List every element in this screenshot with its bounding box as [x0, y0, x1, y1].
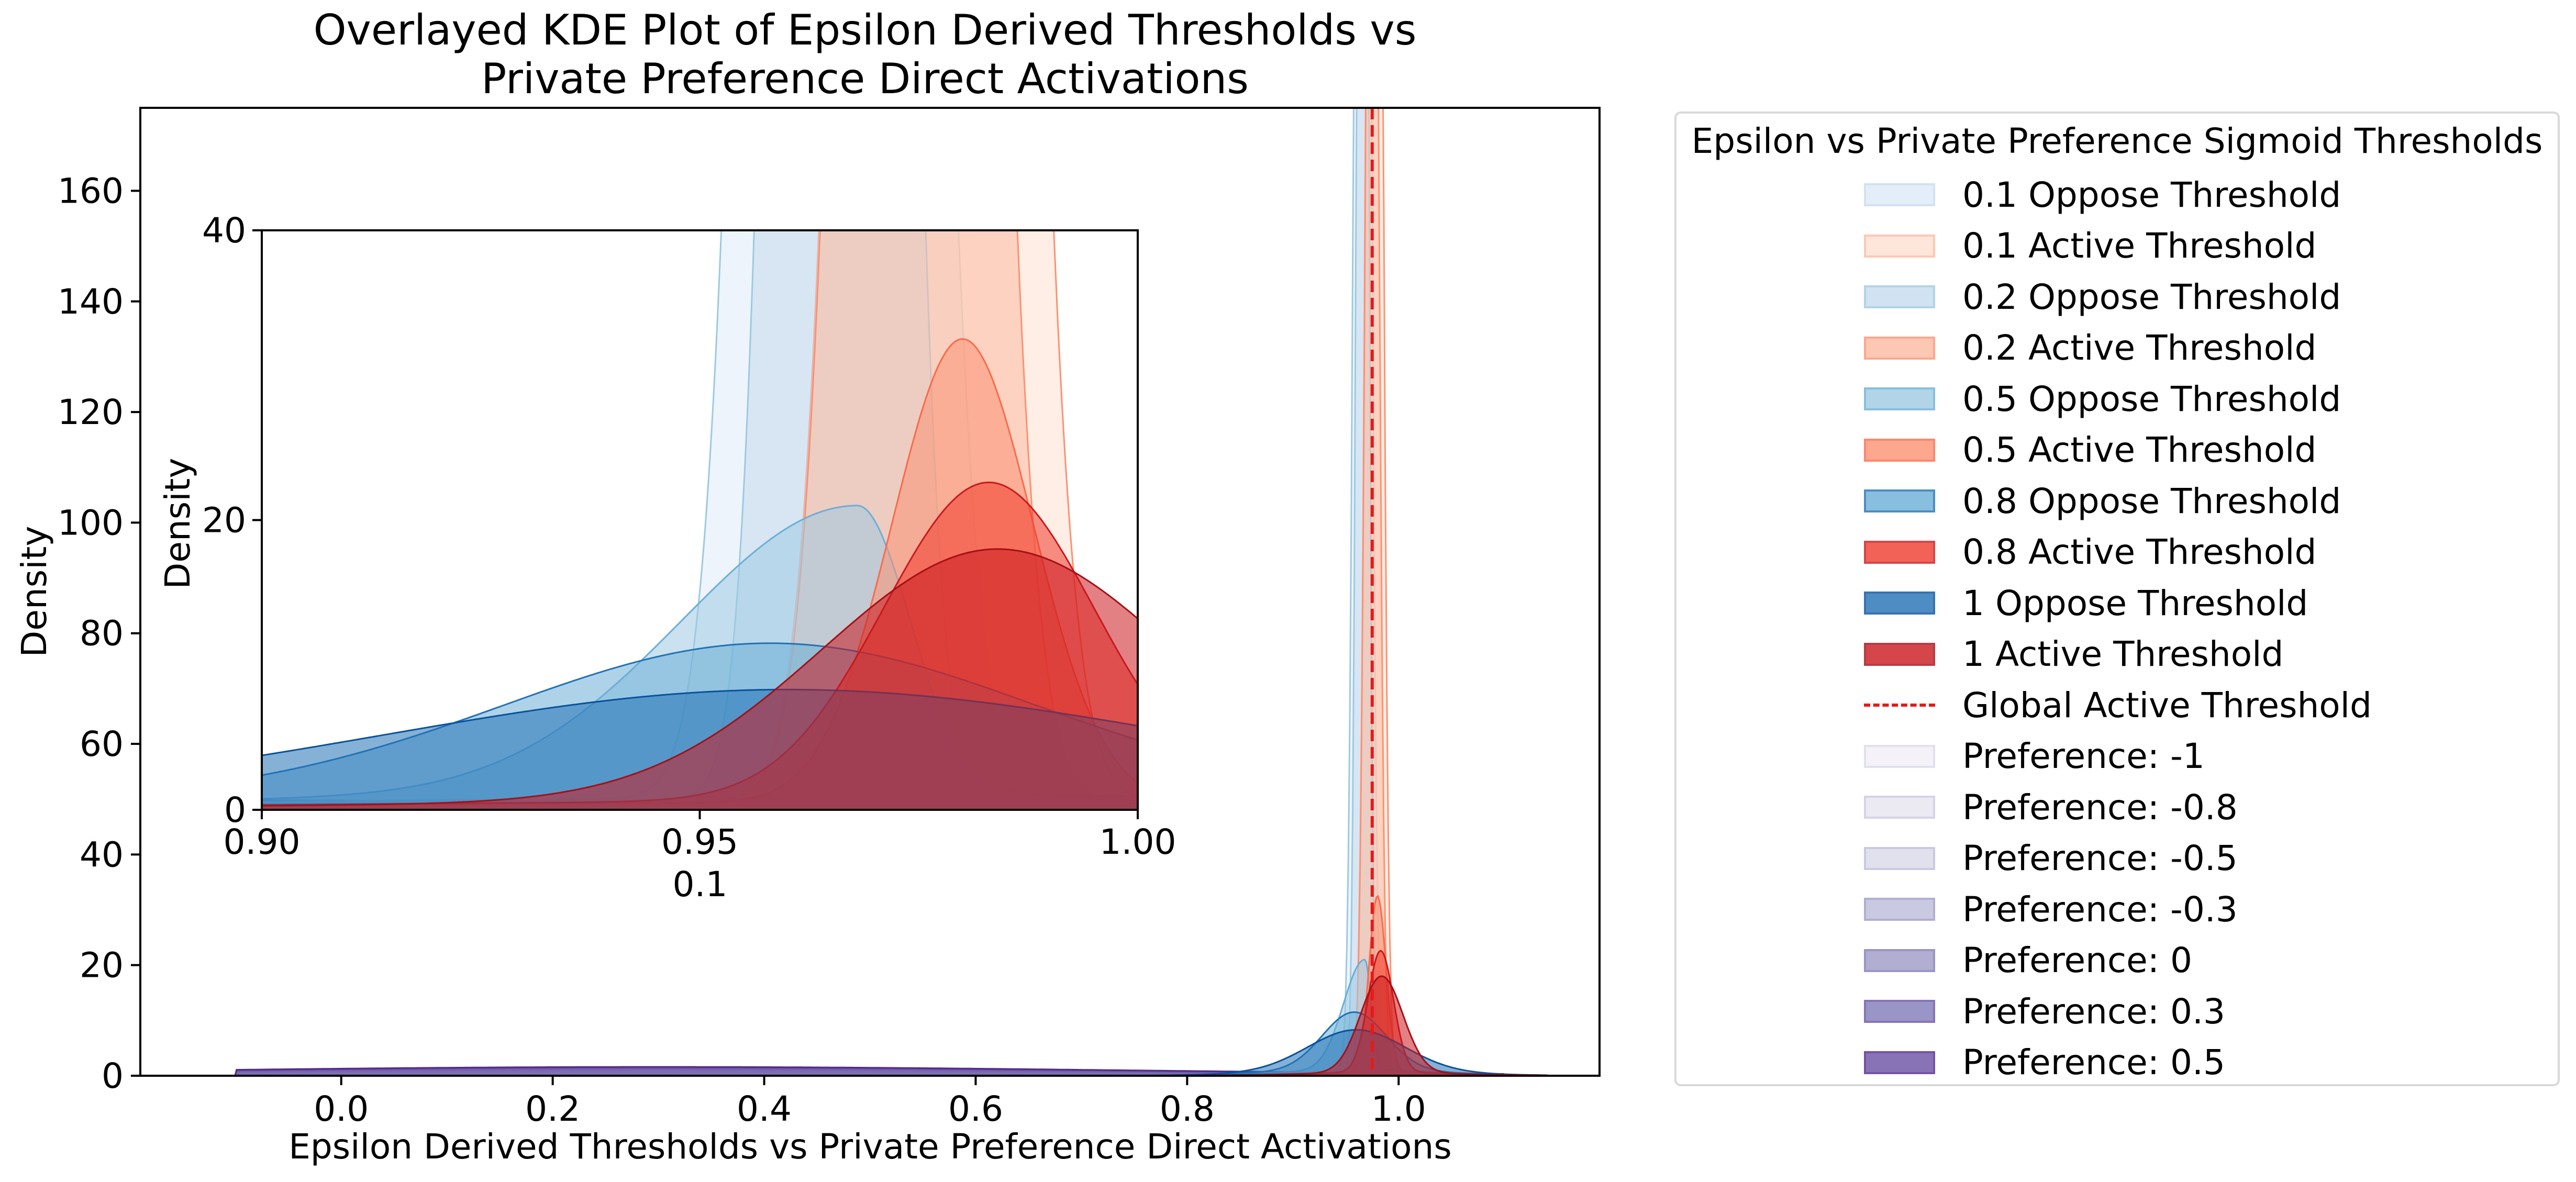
- legend-item: 0.5 Active Threshold: [1864, 427, 2316, 474]
- legend-item: Preference: -0.5: [1864, 835, 2238, 882]
- legend-label: Preference: 0.3: [1962, 991, 2225, 1032]
- y-tick-label: 100: [58, 503, 124, 543]
- legend-item: 1 Active Threshold: [1864, 631, 2283, 678]
- chart-title-line-1: Overlayed KDE Plot of Epsilon Derived Th…: [314, 6, 1417, 54]
- legend-color-swatch: [1864, 846, 1935, 870]
- legend-item: Preference: 0: [1864, 937, 2192, 984]
- legend-item: Preference: -0.3: [1864, 886, 2238, 933]
- y-tick-label: 120: [58, 392, 124, 432]
- legend-item: 0.1 Oppose Threshold: [1864, 171, 2341, 218]
- y-tick-label: 60: [80, 724, 124, 764]
- legend-item: 0.2 Oppose Threshold: [1864, 273, 2341, 320]
- chart-title-line-2: Private Preference Direct Activations: [481, 54, 1249, 103]
- legend-label: 0.2 Active Threshold: [1962, 328, 2317, 368]
- legend-label: Preference: 0: [1962, 940, 2192, 980]
- y-axis-label: Density: [14, 526, 54, 657]
- legend-label: Preference: -0.3: [1962, 889, 2238, 930]
- legend-color-swatch: [1864, 744, 1935, 768]
- legend-item: Preference: -0.8: [1864, 784, 2238, 831]
- legend-color-swatch: [1864, 1051, 1935, 1074]
- legend-label: 0.8 Oppose Threshold: [1962, 481, 2341, 521]
- legend-color-swatch: [1864, 183, 1935, 206]
- legend-color-swatch: [1864, 540, 1935, 564]
- legend-color-swatch: [1864, 1000, 1935, 1023]
- legend-label: Preference: -1: [1962, 736, 2205, 776]
- legend-color-swatch: [1864, 489, 1935, 512]
- legend-label: 0.1 Active Threshold: [1962, 226, 2317, 266]
- legend-color-swatch: [1864, 285, 1935, 308]
- legend-color-swatch: [1864, 336, 1935, 360]
- legend-item: 0.1 Active Threshold: [1864, 222, 2316, 270]
- y-tick-label: 140: [58, 282, 124, 322]
- kde-chart: Overlayed KDE Plot of Epsilon Derived Th…: [14, 6, 1601, 1167]
- inset-y-tick-label: 0: [224, 790, 246, 830]
- legend-label: 0.5 Oppose Threshold: [1962, 378, 2341, 419]
- inset-plot-area: 0.90 0.95 1.00 0 20 40: [202, 210, 1176, 862]
- y-tick-label: 160: [58, 171, 124, 211]
- legend-item: Preference: 0.3: [1864, 988, 2225, 1035]
- legend-label: 0.8 Active Threshold: [1962, 532, 2317, 572]
- inset-kde-area-1-active-threshold: [262, 548, 1138, 810]
- legend-item: 0.5 Oppose Threshold: [1864, 375, 2341, 422]
- x-tick-label: 0.0: [314, 1089, 369, 1129]
- legend-title: Epsilon vs Private Preference Sigmoid Th…: [1691, 121, 2543, 161]
- inset-y-tick-label: 40: [202, 210, 246, 251]
- legend-item: Preference: 0.5: [1864, 1039, 2225, 1086]
- legend-color-swatch: [1864, 642, 1935, 666]
- x-tick-label: 0.4: [737, 1089, 792, 1129]
- legend-item: Global Active Threshold: [1864, 682, 2372, 729]
- legend-label: 1 Active Threshold: [1962, 634, 2284, 674]
- legend-color-swatch: [1864, 234, 1935, 258]
- legend-color-swatch: [1864, 592, 1935, 615]
- legend-label: 0.1 Oppose Threshold: [1962, 174, 2341, 215]
- x-tick-label: 0.8: [1160, 1089, 1215, 1129]
- inset-x-tick-label: 1.00: [1100, 822, 1176, 862]
- legend-color-swatch: [1864, 796, 1935, 819]
- kde-area-1-active-threshold: [214, 975, 1548, 1076]
- legend-color-swatch: [1864, 949, 1935, 972]
- legend-item: 0.8 Active Threshold: [1864, 529, 2316, 576]
- legend-label: Preference: 0.5: [1962, 1042, 2225, 1083]
- legend-label: 0.5 Active Threshold: [1962, 430, 2317, 470]
- legend-item: 0.8 Oppose Threshold: [1864, 477, 2341, 525]
- inset-y-axis-label: Density: [158, 458, 198, 589]
- legend: Epsilon vs Private Preference Sigmoid Th…: [1674, 111, 2560, 1086]
- x-axis-label: Epsilon Derived Thresholds vs Private Pr…: [288, 1127, 1452, 1167]
- legend-label: 0.2 Oppose Threshold: [1962, 276, 2341, 317]
- legend-label: 1 Oppose Threshold: [1962, 583, 2308, 623]
- x-tick-label: 1.0: [1371, 1089, 1426, 1129]
- legend-label: Global Active Threshold: [1962, 685, 2372, 726]
- y-tick-label: 20: [80, 945, 124, 986]
- y-tick-label: 0: [102, 1056, 124, 1096]
- legend-line-swatch: [1864, 704, 1935, 707]
- y-tick-label: 40: [80, 834, 124, 875]
- inset-y-tick-label: 20: [202, 500, 246, 541]
- inset-x-tick-label: 0.90: [224, 822, 301, 862]
- inset-x-tick-label: 0.95: [661, 822, 738, 862]
- legend-color-swatch: [1864, 387, 1935, 410]
- y-tick-label: 80: [80, 614, 124, 654]
- legend-label: Preference: -0.5: [1962, 838, 2238, 878]
- inset-x-axis-label: 0.1: [673, 864, 728, 905]
- legend-color-swatch: [1864, 898, 1935, 921]
- legend-item: 0.2 Active Threshold: [1864, 325, 2316, 372]
- legend-item: 1 Oppose Threshold: [1864, 579, 2308, 627]
- main-plot-frame: [139, 107, 1601, 1077]
- legend-item: Preference: -1: [1864, 733, 2205, 780]
- x-tick-label: 0.6: [948, 1089, 1003, 1129]
- legend-color-swatch: [1864, 438, 1935, 462]
- x-tick-label: 0.2: [525, 1089, 580, 1129]
- legend-label: Preference: -0.8: [1962, 787, 2238, 828]
